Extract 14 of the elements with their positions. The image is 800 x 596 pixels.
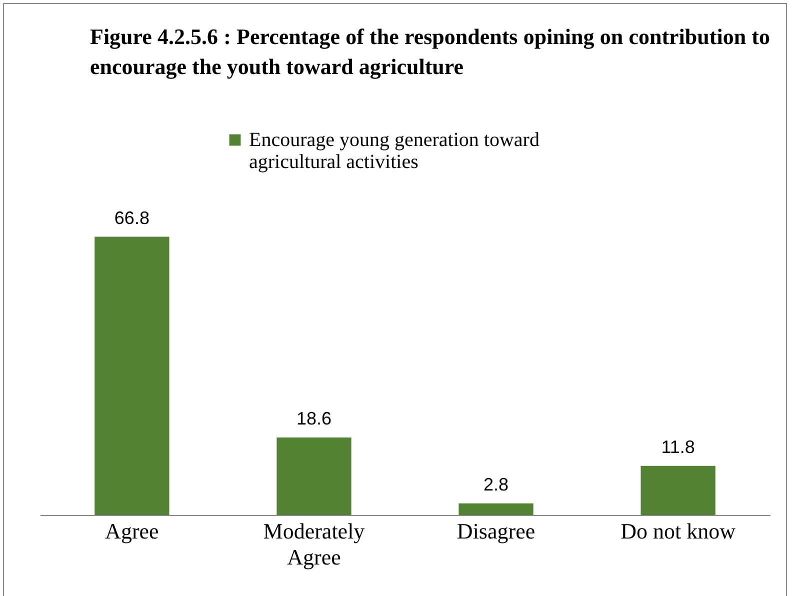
bar xyxy=(276,438,352,515)
bar xyxy=(458,503,534,515)
legend-label: Encourage young generation toward agricultural activities xyxy=(249,129,540,173)
chart-title: Figure 4.2.5.6 : Percentage of the respondents opining on contribution to encourage the youth toward agriculture xyxy=(90,23,770,81)
x-tick-label: Agree xyxy=(105,518,159,544)
bar xyxy=(640,466,716,515)
data-label: 18.6 xyxy=(296,408,332,429)
data-label: 11.8 xyxy=(661,436,695,457)
x-tick-label: Do not know xyxy=(620,518,736,544)
data-label: 66.8 xyxy=(114,208,150,228)
bar xyxy=(94,236,170,515)
data-label: 2.8 xyxy=(484,474,509,494)
x-tick-label: Moderately Agree xyxy=(263,518,365,570)
x-tick-label: Disagree xyxy=(456,518,536,544)
